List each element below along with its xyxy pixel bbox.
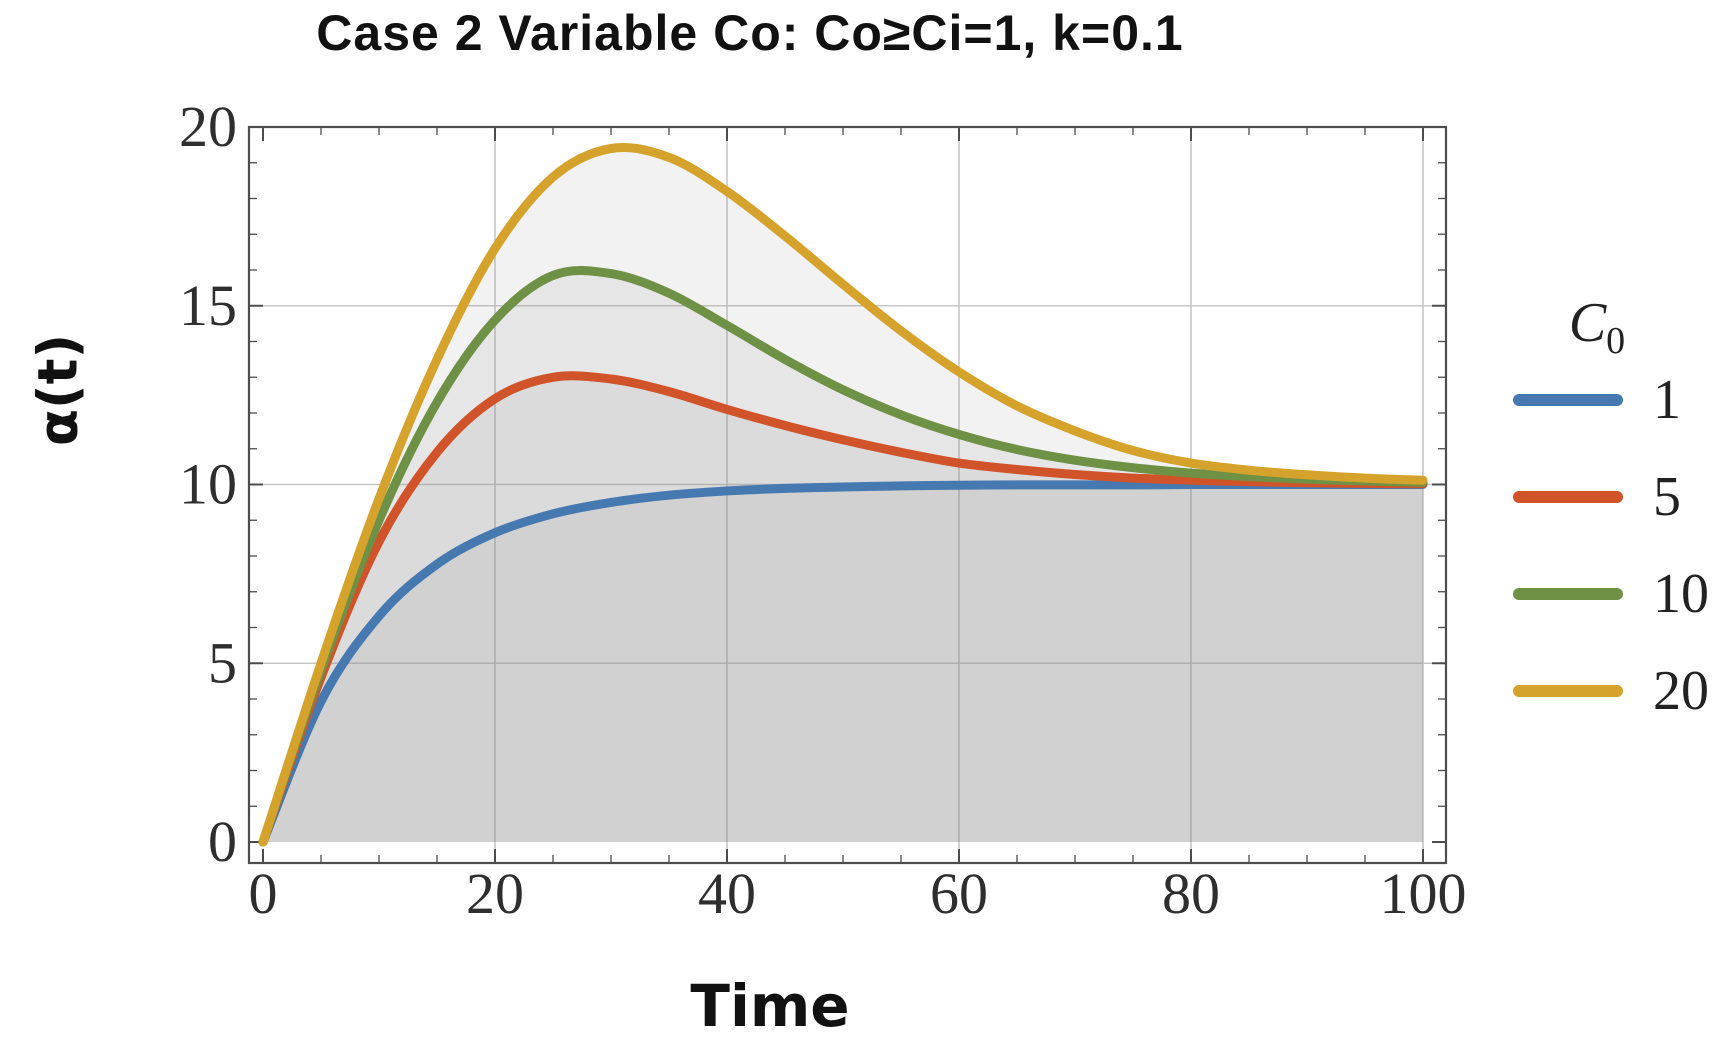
fill-region bbox=[263, 375, 1423, 842]
y-tick-label: 0 bbox=[208, 809, 237, 874]
y-tick-label: 5 bbox=[208, 630, 237, 695]
legend-symbol-subscript: 0 bbox=[1606, 320, 1626, 363]
fill-region bbox=[263, 270, 1423, 842]
x-tick-label: 100 bbox=[1380, 861, 1467, 926]
legend-item-label: 10 bbox=[1653, 563, 1709, 625]
curve-c0-5 bbox=[258, 371, 1428, 847]
chart-title: Case 2 Variable Co: Co≥Ci=1, k=0.1 bbox=[316, 5, 1184, 61]
y-tick-label: 10 bbox=[179, 452, 237, 517]
legend-item: 10 bbox=[1513, 563, 1709, 625]
x-axis-label: Time bbox=[690, 972, 850, 1040]
legend-item-label: 20 bbox=[1653, 660, 1709, 722]
legend-title: C0 bbox=[1569, 291, 1625, 363]
curve-c0-10 bbox=[258, 265, 1428, 847]
plot-frame bbox=[247, 125, 1448, 865]
legend-item: 5 bbox=[1513, 466, 1681, 528]
fill-region bbox=[263, 484, 1423, 842]
x-tick-label: 60 bbox=[930, 861, 988, 926]
legend-item: 20 bbox=[1513, 660, 1709, 722]
legend-swatch bbox=[1513, 588, 1623, 600]
legend-item-label: 5 bbox=[1653, 466, 1681, 528]
x-tick-label: 40 bbox=[698, 861, 756, 926]
x-tick-label: 0 bbox=[249, 861, 278, 926]
x-tick-label: 20 bbox=[466, 861, 524, 926]
legend-item-label: 1 bbox=[1653, 369, 1681, 431]
legend-swatch bbox=[1513, 394, 1623, 406]
fill-region bbox=[263, 147, 1423, 842]
y-tick-label: 15 bbox=[179, 273, 237, 338]
y-tick-label: 20 bbox=[179, 94, 237, 159]
legend-symbol: C bbox=[1568, 291, 1607, 354]
legend-item: 1 bbox=[1513, 369, 1681, 431]
x-tick-label: 80 bbox=[1162, 861, 1220, 926]
curve-c0-20 bbox=[258, 142, 1428, 847]
y-axis-label: α(t) bbox=[26, 333, 90, 447]
legend-swatch bbox=[1513, 491, 1623, 503]
legend-swatch bbox=[1513, 685, 1623, 697]
